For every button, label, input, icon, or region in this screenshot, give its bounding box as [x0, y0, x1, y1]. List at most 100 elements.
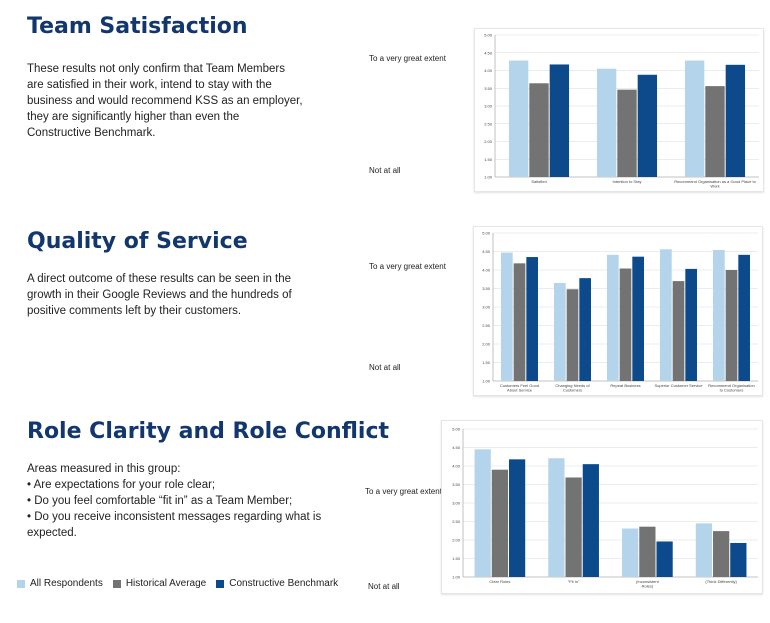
bar — [619, 268, 632, 381]
bar — [725, 64, 746, 177]
x-tick-label-line: Clear Roles — [489, 579, 510, 584]
team-satisfaction-text: These results not only confirm that Team… — [27, 61, 303, 141]
y-tick-label: 1.50 — [484, 157, 493, 162]
x-tick-label-line: Work — [710, 184, 719, 189]
legend-label: All Respondents — [30, 578, 103, 589]
y-tick-label: 1.00 — [452, 575, 461, 580]
bar — [660, 249, 672, 381]
bar — [705, 86, 725, 177]
team-satisfaction-chart: 1.00 1.50 2.00 2.50 3.00 3.50 4.00 4.50 5.00 Sati… — [474, 28, 764, 192]
bar — [639, 526, 656, 577]
bar — [474, 449, 491, 577]
legend-label: Historical Average — [125, 578, 207, 589]
bar — [725, 270, 738, 381]
bar — [713, 531, 730, 577]
body-line: expected. — [27, 527, 77, 539]
y-tick-label: 5.00 — [452, 427, 461, 432]
x-tick-label: Superior Customer Service — [654, 383, 703, 388]
y-tick-label: 2.00 — [484, 139, 493, 144]
bar — [617, 89, 637, 177]
x-tick-label: Recommend Organisation to Customers — [708, 383, 754, 393]
bar — [672, 281, 685, 381]
scale-top-label: To a very great extent — [369, 262, 446, 271]
x-tick-label-line: Satisfied — [531, 179, 546, 184]
scale-bottom-label: Not at all — [368, 582, 400, 591]
bar — [529, 83, 549, 177]
bar — [508, 60, 529, 177]
role-clarity-chart: 1.00 1.50 2.00 2.50 3.00 3.50 4.00 4.50 5.00 Clea… — [441, 420, 763, 594]
body-line: Areas measured in this group: — [27, 463, 181, 475]
bar — [554, 282, 566, 381]
y-tick-label: 1.00 — [482, 379, 491, 384]
body-line: growth in their Google Reviews and the h… — [27, 289, 292, 301]
x-tick-label-line: (Inconsistent — [636, 579, 660, 584]
y-tick-label: 3.00 — [484, 104, 493, 109]
bar — [526, 257, 538, 381]
x-tick-label: Clear Roles — [489, 579, 510, 584]
x-tick-label: (Inconsistent Roles) — [636, 579, 660, 589]
x-tick-label-line: Customers — [563, 388, 582, 393]
bar — [501, 252, 513, 381]
bar — [579, 278, 591, 381]
y-tick-label: 5.00 — [484, 33, 493, 38]
body-line: they are significantly higher than even … — [27, 111, 240, 123]
bar — [607, 254, 619, 381]
body-line: • Do you receive inconsistent messages r… — [27, 511, 322, 523]
y-tick-label: 3.00 — [482, 305, 491, 310]
x-tick-label: "Fit In" — [568, 579, 580, 584]
bar — [549, 64, 570, 177]
x-tick-label: Customers Feel Good About Service — [500, 383, 539, 393]
body-line: business and would recommend KSS as an e… — [27, 95, 303, 107]
y-tick-label: 4.00 — [482, 268, 491, 273]
y-tick-label: 2.50 — [452, 519, 461, 524]
bar — [656, 541, 673, 577]
body-line: • Do you feel comfortable “fit in” as a … — [27, 495, 293, 507]
x-tick-label-line: to Customers — [720, 388, 744, 393]
bar — [513, 263, 526, 381]
legend-label: Constructive Benchmark — [229, 578, 339, 589]
x-tick-label-line: "Fit In" — [568, 579, 580, 584]
quality-of-service-chart-svg: 1.00 1.50 2.00 2.50 3.00 3.50 4.00 4.50 5.00 Cust… — [482, 231, 758, 393]
y-tick-label: 1.50 — [452, 556, 461, 561]
quality-of-service-title: Quality of Service — [27, 229, 248, 254]
x-tick-label-line: Changing Needs of — [555, 383, 590, 388]
legend-swatch — [112, 579, 121, 588]
body-line: These results not only confirm that Team… — [27, 63, 286, 75]
legend-item-historical-average: Historical Average — [112, 578, 207, 589]
bar — [622, 528, 639, 577]
role-clarity-chart-svg: 1.00 1.50 2.00 2.50 3.00 3.50 4.00 4.50 5.00 Clea… — [452, 427, 758, 589]
quality-of-service-chart: 1.00 1.50 2.00 2.50 3.00 3.50 4.00 4.50 5.00 Cust… — [473, 226, 763, 396]
legend-item-all-respondents: All Respondents — [17, 578, 103, 589]
bar — [565, 477, 582, 577]
y-tick-label: 4.00 — [452, 464, 461, 469]
y-tick-label: 3.50 — [482, 286, 491, 291]
scale-top-label: To a very great extent — [365, 487, 442, 496]
x-tick-label-line: Roles) — [642, 584, 654, 589]
y-tick-label: 5.00 — [482, 231, 491, 236]
x-tick-label: Satisfied — [531, 179, 546, 184]
bar — [548, 458, 565, 577]
bar — [730, 542, 747, 577]
legend-swatch — [17, 579, 25, 588]
bar — [713, 250, 725, 381]
x-tick-label-line: Recommend Organisation — [708, 383, 754, 388]
chart-legend: All Respondents Historical Average Const… — [17, 578, 348, 589]
x-tick-label-line: Intention to Stay — [613, 179, 642, 184]
y-tick-label: 1.00 — [484, 175, 493, 180]
scale-bottom-label: Not at all — [369, 166, 401, 175]
x-tick-label: Recommend Organisation as a Good Place t… — [674, 179, 756, 189]
x-tick-label: Changing Needs of Customers — [555, 383, 590, 393]
x-tick-label-line: (Think Differently) — [705, 579, 737, 584]
x-tick-label-line: Recommend Organisation as a Good Place t… — [674, 179, 756, 184]
y-tick-label: 2.50 — [484, 121, 493, 126]
legend-item-constructive-benchmark: Constructive Benchmark — [216, 578, 338, 589]
bar — [508, 459, 526, 577]
team-satisfaction-title: Team Satisfaction — [27, 14, 248, 39]
y-tick-label: 1.50 — [482, 360, 491, 365]
y-tick-label: 2.50 — [482, 323, 491, 328]
role-clarity-title: Role Clarity and Role Conflict — [27, 419, 390, 444]
y-tick-label: 3.50 — [452, 482, 461, 487]
team-satisfaction-chart-svg: 1.00 1.50 2.00 2.50 3.00 3.50 4.00 4.50 5.00 Sati… — [484, 33, 759, 189]
bar — [684, 60, 705, 177]
scale-bottom-label: Not at all — [369, 363, 401, 372]
